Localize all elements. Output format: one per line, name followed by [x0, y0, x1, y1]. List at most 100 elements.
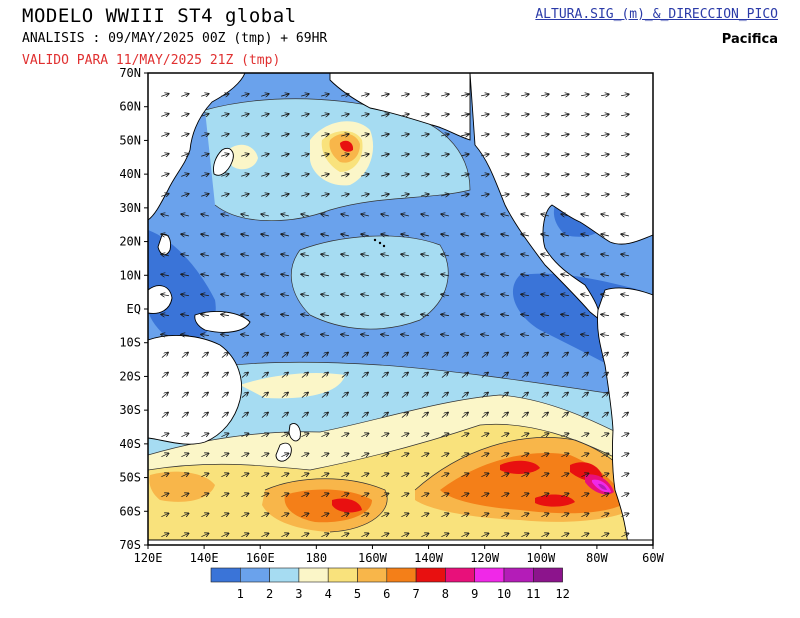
- direction-arrow: [301, 412, 308, 418]
- direction-arrow: [561, 533, 568, 536]
- direction-arrow: [521, 453, 528, 456]
- direction-arrow: [501, 334, 510, 335]
- direction-arrow: [241, 154, 249, 156]
- direction-arrow: [541, 114, 549, 116]
- direction-arrow: [561, 513, 568, 516]
- direction-arrow: [581, 433, 588, 436]
- direction-arrow: [241, 114, 249, 116]
- direction-arrow: [461, 94, 469, 96]
- direction-arrow: [481, 334, 490, 335]
- direction-arrow: [601, 453, 608, 456]
- direction-arrow: [441, 334, 450, 335]
- direction-arrow: [481, 294, 490, 295]
- direction-arrow: [581, 352, 588, 358]
- direction-arrow: [221, 334, 230, 335]
- direction-arrow: [261, 352, 268, 358]
- direction-arrow: [421, 372, 428, 378]
- direction-arrow: [281, 194, 289, 196]
- direction-arrow: [301, 372, 308, 378]
- legend-value: 7: [412, 587, 419, 601]
- direction-arrow: [621, 234, 629, 236]
- lat-label: 10N: [119, 268, 141, 282]
- direction-arrow: [241, 473, 248, 476]
- direction-arrow: [561, 234, 569, 236]
- direction-arrow: [321, 194, 329, 196]
- lat-label: 10S: [119, 336, 141, 350]
- direction-arrow: [161, 533, 168, 536]
- direction-arrow: [281, 493, 288, 496]
- direction-arrow: [201, 473, 208, 476]
- direction-arrow: [241, 194, 249, 196]
- lat-label: 60N: [119, 100, 141, 114]
- direction-arrow: [461, 154, 469, 156]
- direction-arrow: [601, 352, 608, 358]
- direction-arrow: [541, 234, 549, 236]
- direction-arrow: [600, 94, 609, 96]
- direction-arrow: [401, 533, 408, 536]
- direction-arrow: [381, 274, 389, 276]
- direction-arrow: [321, 392, 328, 398]
- direction-arrow: [341, 234, 349, 236]
- direction-arrow: [601, 334, 610, 335]
- direction-arrow: [501, 274, 509, 276]
- direction-arrow: [481, 154, 489, 156]
- direction-arrow: [421, 352, 428, 358]
- direction-arrow: [261, 392, 268, 398]
- lon-label: 80W: [586, 551, 608, 565]
- direction-arrow: [361, 372, 368, 378]
- lon-label: 140E: [190, 551, 219, 565]
- direction-arrow: [501, 214, 509, 216]
- direction-arrow: [281, 372, 288, 378]
- direction-arrow: [321, 412, 328, 418]
- direction-arrow: [361, 533, 368, 536]
- direction-arrow: [181, 334, 190, 335]
- direction-arrow: [281, 134, 289, 136]
- direction-arrow: [221, 114, 229, 117]
- direction-arrow: [261, 294, 270, 295]
- direction-arrow: [620, 134, 629, 135]
- direction-arrow: [341, 473, 348, 476]
- direction-arrow: [401, 513, 408, 516]
- direction-arrow: [221, 314, 230, 315]
- direction-arrow: [201, 352, 208, 358]
- direction-arrow: [581, 294, 590, 295]
- direction-arrow: [441, 194, 449, 196]
- direction-arrow: [441, 114, 449, 116]
- direction-arrow: [501, 314, 510, 315]
- valid-time: VALIDO PARA 11/MAY/2025 21Z (tmp): [22, 53, 281, 68]
- direction-arrow: [401, 134, 409, 136]
- direction-arrow: [421, 314, 430, 315]
- direction-arrow: [541, 352, 548, 358]
- direction-arrow: [261, 372, 268, 378]
- direction-arrow: [261, 154, 269, 156]
- direction-arrow: [301, 513, 308, 516]
- lon-label: 160E: [246, 551, 275, 565]
- direction-arrow: [381, 372, 388, 378]
- direction-arrow: [461, 274, 469, 276]
- direction-arrow: [521, 174, 529, 176]
- product-link[interactable]: ALTURA.SIG_(m)_&_DIRECCION_PICO: [535, 7, 778, 22]
- direction-arrow: [341, 134, 349, 136]
- direction-arrow: [481, 493, 488, 496]
- direction-arrow: [381, 433, 388, 436]
- direction-arrow: [621, 493, 628, 496]
- direction-arrow: [481, 314, 490, 315]
- direction-arrow: [441, 314, 450, 315]
- direction-arrow: [301, 433, 308, 436]
- direction-arrow: [301, 134, 309, 136]
- direction-arrow: [581, 412, 588, 418]
- direction-arrow: [601, 533, 608, 536]
- direction-arrow: [201, 392, 208, 398]
- direction-arrow: [201, 433, 208, 436]
- direction-arrow: [561, 294, 570, 295]
- direction-arrow: [241, 513, 248, 516]
- direction-arrow: [581, 453, 588, 456]
- direction-arrow: [441, 453, 448, 456]
- direction-arrow: [461, 392, 468, 398]
- direction-arrow: [401, 94, 409, 96]
- direction-arrow: [301, 94, 309, 96]
- direction-arrow: [441, 234, 449, 236]
- direction-arrow: [421, 294, 430, 295]
- direction-arrow: [301, 214, 309, 216]
- color-legend: 1 2 3 4 5 6 7 8 9 10 11 12: [210, 567, 570, 601]
